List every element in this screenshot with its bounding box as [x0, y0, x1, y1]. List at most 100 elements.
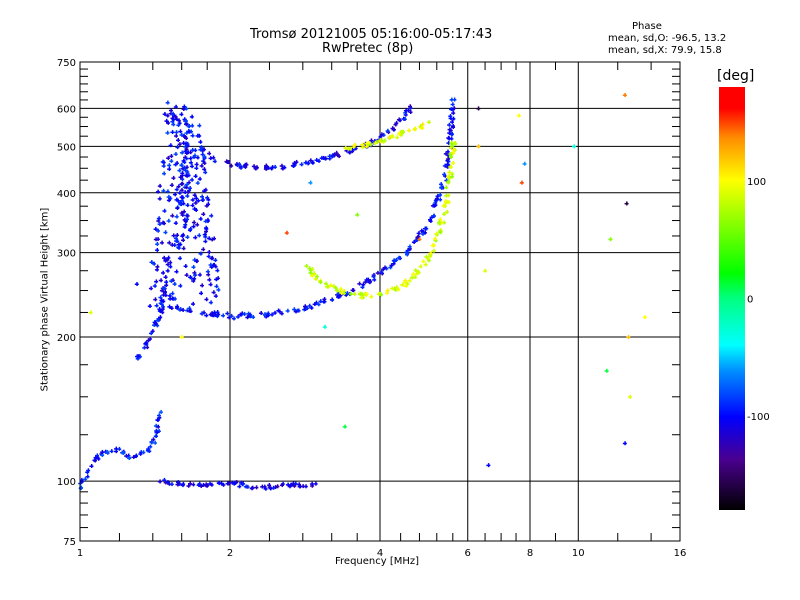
data-point-v	[206, 203, 208, 208]
data-point	[421, 259, 426, 264]
data-point	[254, 165, 259, 170]
data-point	[212, 310, 217, 315]
data-point-v	[181, 176, 184, 181]
data-point	[167, 304, 172, 309]
data-point-v	[345, 148, 348, 153]
data-point	[88, 310, 93, 315]
data-point	[166, 218, 171, 223]
data-point	[208, 312, 213, 317]
data-point-v	[168, 163, 171, 168]
data-point	[212, 159, 217, 164]
data-point-v	[298, 482, 300, 487]
data-point-v	[434, 236, 437, 241]
data-point-v	[186, 193, 189, 198]
data-point	[201, 482, 206, 487]
data-point-v	[87, 468, 90, 473]
data-point-v	[181, 150, 183, 155]
data-point	[168, 264, 173, 269]
data-point-v	[96, 455, 99, 460]
data-point-v	[404, 117, 406, 122]
data-point	[446, 153, 451, 158]
data-point-v	[270, 486, 272, 491]
data-point	[192, 153, 197, 158]
data-point-v	[409, 104, 412, 109]
data-point	[389, 263, 394, 268]
data-point	[202, 154, 207, 159]
data-point-v	[425, 254, 428, 259]
data-point-v	[155, 423, 157, 428]
data-point	[445, 156, 450, 161]
data-point	[165, 262, 170, 267]
data-point-v	[176, 145, 179, 150]
data-point-v	[159, 221, 161, 226]
colorbar-tick-label: 0	[747, 295, 753, 306]
data-point-v	[420, 264, 422, 269]
data-point-v	[446, 209, 448, 214]
data-point	[388, 265, 393, 270]
data-point-v	[157, 228, 159, 233]
data-point	[131, 454, 136, 459]
data-point	[451, 160, 456, 165]
data-point-v	[626, 201, 628, 206]
data-point	[238, 165, 243, 170]
data-point	[359, 295, 364, 300]
data-point	[170, 242, 175, 247]
data-point-v	[239, 312, 242, 317]
data-point-v	[155, 428, 158, 433]
data-point	[208, 300, 213, 305]
data-point	[220, 313, 225, 318]
data-point	[158, 409, 163, 414]
data-point-v	[251, 486, 253, 491]
data-point	[166, 194, 171, 199]
data-point	[414, 271, 419, 276]
data-point	[169, 158, 174, 163]
data-point	[195, 222, 200, 227]
data-point-v	[255, 166, 257, 171]
data-point	[165, 257, 170, 262]
data-point	[156, 316, 161, 321]
data-point-v	[162, 159, 164, 164]
data-point-v	[101, 449, 104, 454]
data-point-v	[323, 299, 326, 304]
data-point-v	[448, 164, 451, 169]
data-point-v	[353, 144, 355, 149]
data-point-v	[281, 163, 283, 168]
data-point-v	[351, 149, 354, 154]
data-point	[174, 116, 179, 121]
data-point-v	[184, 168, 187, 173]
data-point	[302, 304, 307, 309]
data-point-v	[188, 308, 191, 313]
data-point-v	[405, 283, 407, 288]
data-point-v	[181, 181, 184, 186]
data-point	[163, 293, 168, 298]
data-point	[433, 198, 438, 203]
data-point-v	[159, 196, 161, 201]
data-point	[450, 119, 455, 124]
data-point	[161, 255, 166, 260]
data-point	[309, 305, 314, 310]
data-point	[184, 151, 189, 156]
data-point	[262, 484, 267, 489]
data-point-v	[171, 296, 174, 301]
data-point	[173, 220, 178, 225]
data-point-v	[235, 480, 238, 485]
data-point	[248, 312, 253, 317]
data-point-v	[187, 150, 190, 155]
data-point	[447, 170, 452, 175]
data-point-v	[265, 314, 267, 319]
data-point	[429, 214, 434, 219]
data-point	[291, 481, 296, 486]
data-point-v	[425, 262, 427, 267]
data-point-v	[210, 300, 212, 305]
data-point	[450, 107, 455, 112]
data-point	[190, 133, 195, 138]
data-point-v	[274, 310, 276, 315]
data-point	[376, 291, 381, 296]
data-point	[189, 177, 194, 182]
data-point-v	[216, 268, 219, 273]
data-point	[207, 277, 212, 282]
data-point	[168, 108, 173, 113]
data-point	[156, 413, 161, 418]
data-point-v	[176, 205, 179, 210]
data-point-v	[177, 138, 179, 143]
